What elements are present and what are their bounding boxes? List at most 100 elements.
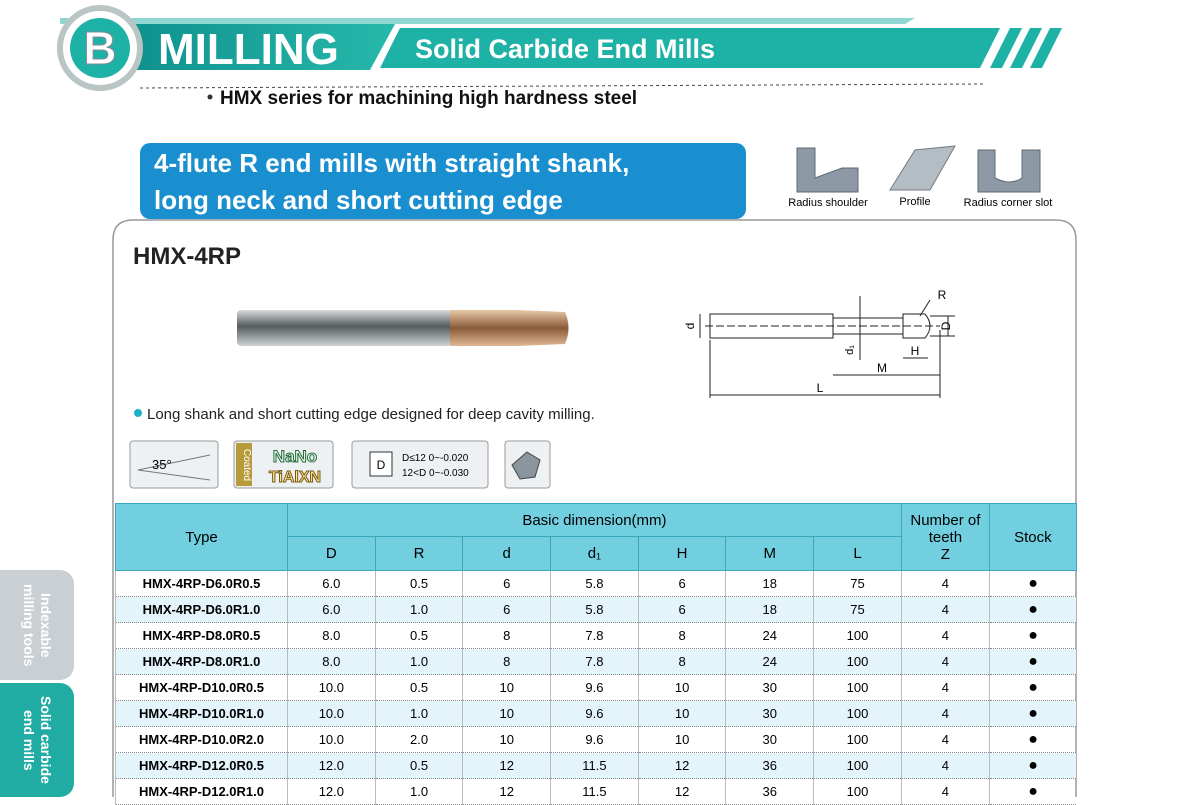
value-cell: 0.5 [374, 570, 463, 597]
stripe [1010, 28, 1042, 68]
teeth-symbol: Z [940, 545, 950, 563]
header-cell: M [725, 536, 815, 571]
helix-angle: 35° [152, 457, 172, 472]
header-cell: d [462, 536, 552, 571]
stripe [1030, 28, 1062, 68]
icon-box [233, 440, 334, 489]
type-cell: HMX-4RP-D6.0R0.5 [115, 570, 288, 597]
value-cell: 8 [462, 648, 551, 675]
tolerance-symbol: D [377, 458, 386, 472]
value-cell: 7.8 [550, 648, 639, 675]
value-cell: 1.0 [374, 596, 463, 623]
value-cell: 100 [813, 700, 902, 727]
table-row: HMX-4RP-D6.0R0.5 6.0 0.5 6 5.8 6 18 75 4 ● [115, 570, 1077, 597]
value-cell: 75 [813, 570, 902, 597]
value-cell: 11.5 [550, 778, 639, 805]
dim-label: d₁ [844, 345, 856, 355]
icon-slot [977, 149, 1041, 193]
series-text: HMX series for machining high hardness s… [220, 88, 637, 109]
table-row: HMX-4RP-D10.0R2.0 10.0 2.0 10 9.6 10 30 100 4 ● [115, 726, 1077, 753]
application-label: Radius corner slot [964, 197, 1053, 209]
value-cell: 8 [462, 622, 551, 649]
side-tab[interactable]: Solid carbide end mills [0, 683, 74, 797]
value-cell: 6 [462, 596, 551, 623]
value-cell: 12 [637, 778, 726, 805]
header-cell: Basic dimension(mm) [287, 503, 902, 537]
value-cell: 10 [462, 700, 551, 727]
dim-label: R [938, 288, 947, 302]
value-cell: 12 [462, 752, 551, 779]
coating-label: TiAlXN [269, 469, 321, 486]
value-cell: 6 [462, 570, 551, 597]
value-cell: 10 [462, 726, 551, 753]
header-cell: d₁ [550, 536, 639, 571]
value-cell: 24 [725, 622, 814, 649]
value-cell: 0.5 [374, 752, 463, 779]
icon-box [129, 440, 219, 489]
type-cell: HMX-4RP-D10.0R0.5 [115, 674, 288, 701]
icon-profile [889, 145, 956, 191]
table-row: HMX-4RP-D12.0R0.5 12.0 0.5 12 11.5 12 36 100 4 ● [115, 752, 1077, 779]
value-cell: 0.5 [374, 622, 463, 649]
value-cell: 0.5 [374, 674, 463, 701]
value-cell: 24 [725, 648, 814, 675]
stock-cell: ● [988, 622, 1077, 649]
tool-head [518, 310, 569, 346]
teeth-label: Number of teeth [910, 511, 981, 546]
header-cell: H [637, 536, 727, 571]
dim-label: L [817, 381, 824, 395]
tool-shank [237, 310, 452, 346]
coated-strip [236, 443, 252, 486]
tab-line: end mills [21, 709, 37, 771]
table-row: HMX-4RP-D10.0R1.0 10.0 1.0 10 9.6 10 30 100 4 ● [115, 700, 1077, 727]
value-cell: 100 [813, 752, 902, 779]
table-row: HMX-4RP-D10.0R0.5 10.0 0.5 10 9.6 10 30 100 4 ● [115, 674, 1077, 701]
application-label: Radius shoulder [788, 197, 868, 209]
banner-line: long neck and short cutting edge [154, 185, 563, 215]
dim-label: M [877, 361, 887, 375]
value-cell: 1.0 [374, 700, 463, 727]
value-cell: 4 [900, 674, 990, 701]
side-tab[interactable]: Indexable milling tools [0, 570, 74, 680]
value-cell: 4 [900, 596, 990, 623]
side-tab-label: Solid carbide end mills [20, 696, 54, 784]
tool-neck [450, 310, 520, 346]
value-cell: 18 [725, 596, 814, 623]
type-cell: HMX-4RP-D12.0R1.0 [115, 778, 288, 805]
header-cell: Stock [988, 503, 1077, 571]
value-cell: 5.8 [550, 596, 639, 623]
subtitle: Solid Carbide End Mills [415, 34, 715, 64]
nano-label: NaNo [273, 447, 317, 466]
value-cell: 8 [637, 622, 726, 649]
value-cell: 8.0 [287, 648, 376, 675]
table-row: HMX-4RP-D8.0R1.0 8.0 1.0 8 7.8 8 24 100 4 ● [115, 648, 1077, 675]
value-cell: 100 [813, 674, 902, 701]
value-cell: 30 [725, 700, 814, 727]
stock-cell: ● [988, 726, 1077, 753]
feature-text: Long shank and short cutting edge design… [147, 406, 595, 423]
header-cell: R [374, 536, 464, 571]
type-cell: HMX-4RP-D8.0R0.5 [115, 622, 288, 649]
stock-cell: ● [988, 648, 1077, 675]
stripe [990, 28, 1022, 68]
table-wrap: Type Basic dimension(mm) Number of teeth Z… [115, 503, 1077, 805]
value-cell: 7.8 [550, 622, 639, 649]
stock-cell: ● [988, 596, 1077, 623]
value-cell: 75 [813, 596, 902, 623]
value-cell: 4 [900, 752, 990, 779]
value-cell: 9.6 [550, 726, 639, 753]
subtitle-band [380, 28, 1000, 68]
value-cell: 4 [900, 622, 990, 649]
letter-disc [70, 18, 130, 78]
banner-line: 4-flute R end mills with straight shank, [154, 148, 629, 178]
type-cell: HMX-4RP-D10.0R1.0 [115, 700, 288, 727]
header-cell: D [287, 536, 376, 571]
bullet [207, 94, 213, 100]
value-cell: 10.0 [287, 700, 376, 727]
value-cell: 6 [637, 596, 726, 623]
product-code: HMX-4RP [133, 243, 241, 270]
tech-drawing [699, 296, 955, 398]
value-cell: 8 [637, 648, 726, 675]
